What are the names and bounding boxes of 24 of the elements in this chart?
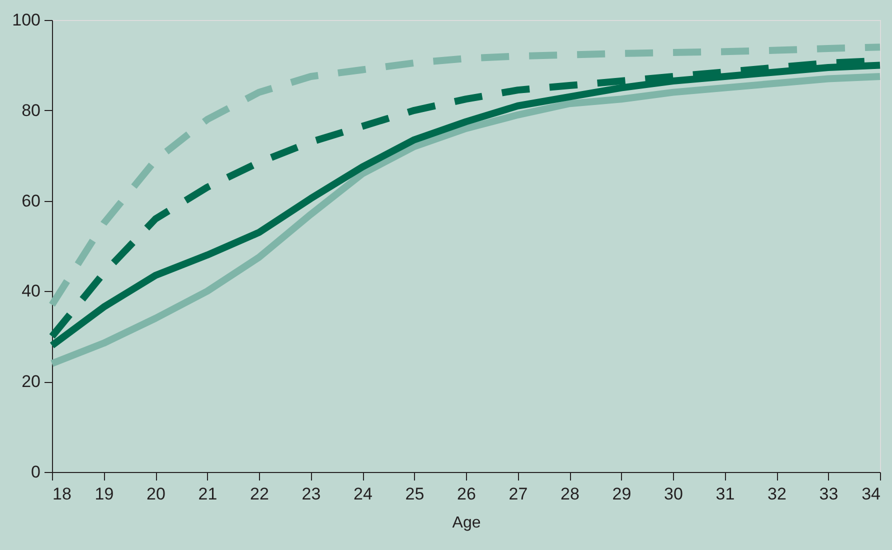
y-tick-label: 60 (22, 191, 40, 210)
x-tick-label: 32 (768, 484, 786, 504)
x-tick-label: 30 (664, 484, 683, 504)
x-tick-label: 31 (716, 484, 735, 504)
x-tick-label: 29 (612, 484, 632, 504)
y-tick-label: 100 (12, 10, 40, 30)
y-tick-label: 40 (22, 282, 40, 301)
x-tick-label: 26 (457, 484, 476, 504)
y-tick-label: 0 (31, 462, 40, 482)
x-tick-label: 33 (819, 484, 838, 504)
x-axis-title: Age (452, 514, 481, 532)
x-tick-label: 27 (508, 484, 528, 504)
x-tick-label: 19 (94, 484, 114, 504)
x-tick-label: 34 (862, 484, 880, 504)
x-tick-label: 18 (52, 484, 72, 504)
x-tick-label: 21 (198, 484, 218, 504)
x-tick-label: 25 (405, 484, 424, 504)
y-tick-label: 20 (22, 372, 40, 392)
x-tick-label: 23 (302, 484, 321, 504)
x-tick-label: 20 (146, 484, 166, 504)
x-tick-label: 22 (250, 484, 269, 504)
x-tick-label: 28 (560, 484, 580, 504)
x-tick-label: 24 (354, 484, 372, 504)
y-tick-label: 80 (22, 100, 40, 120)
